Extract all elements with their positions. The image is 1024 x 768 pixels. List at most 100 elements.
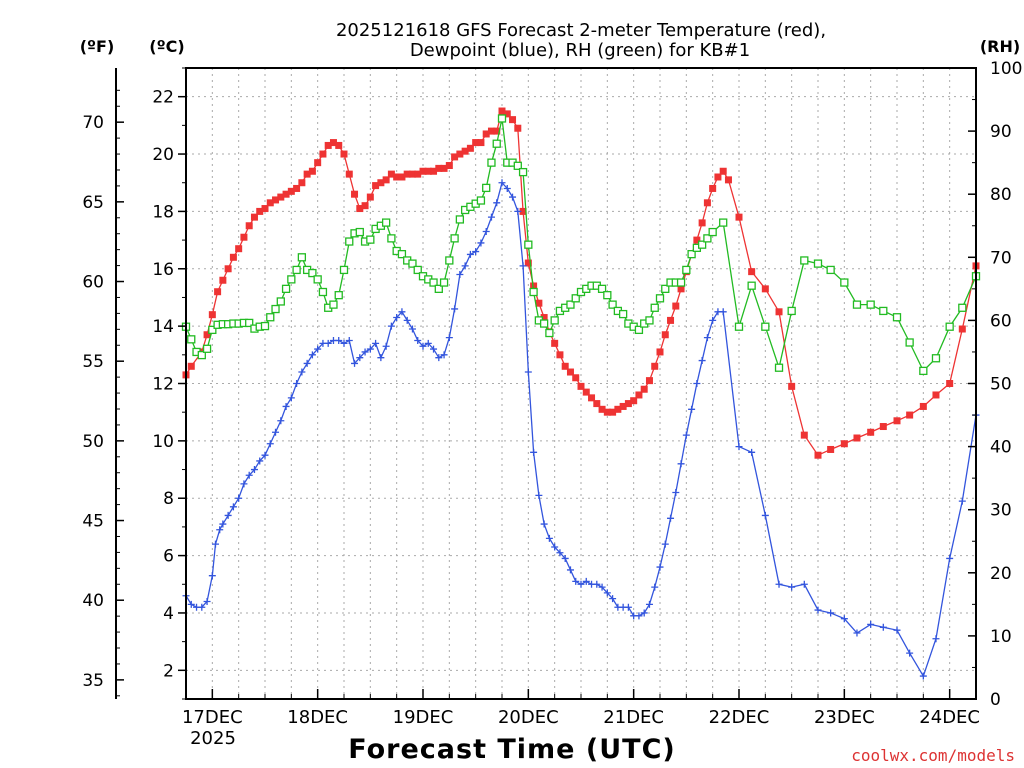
point-dewpoint [277,417,285,425]
point-dewpoint [645,600,653,608]
point-temperature [572,374,580,382]
point-dewpoint [298,368,306,376]
point-temperature [229,253,237,261]
point-dewpoint [827,609,835,617]
point-temperature [640,385,648,393]
point-temperature [703,199,711,207]
fahrenheit-tick-label: 55 [82,352,104,372]
axis-unit-fahrenheit: (ºF) [80,37,115,56]
point-temperature [372,182,380,190]
point-temperature [614,405,622,413]
point-dewpoint [651,583,659,591]
point-dewpoint [216,526,224,534]
point-temperature [440,164,448,172]
celsius-tick-label: 2 [163,661,174,681]
point-rh [266,313,275,322]
point-rh [297,253,307,262]
point-temperature [693,236,701,244]
point-temperature [240,233,248,241]
point-dewpoint [324,339,332,347]
point-rh [334,291,343,300]
point-dewpoint [261,451,269,459]
celsius-tick-label: 10 [152,432,174,452]
point-dewpoint [540,520,548,528]
point-rh [840,278,849,287]
x-tick-label: 18DEC [287,707,348,728]
x-tick-label: 20DEC [498,707,559,728]
point-rh [260,321,270,331]
point-dewpoint [603,589,611,597]
point-dewpoint [229,503,237,511]
fahrenheit-tick-label: 45 [82,512,104,532]
x-tick-label: 23DEC [814,707,875,728]
point-temperature [535,299,543,307]
point-dewpoint [293,380,301,387]
point-temperature [788,382,796,390]
point-rh [787,306,796,316]
point-dewpoint [893,626,901,634]
point-rh [655,294,665,303]
rh-tick-label: 0 [990,690,1001,710]
point-temperature [919,402,927,410]
point-temperature [387,170,395,178]
point-dewpoint [361,348,369,356]
rh-tick-label: 100 [990,59,1022,79]
point-dewpoint [688,405,696,413]
point-dewpoint [498,179,506,187]
point-dewpoint [366,345,374,353]
point-dewpoint [551,543,559,551]
point-rh [492,139,501,148]
point-dewpoint [519,262,527,270]
point-dewpoint [219,520,227,528]
point-dewpoint [477,239,485,247]
point-dewpoint [556,549,564,557]
point-temperature [735,213,743,221]
point-temperature [645,377,653,385]
point-temperature [577,382,585,390]
point-temperature [551,339,559,347]
point-dewpoint [356,354,364,362]
point-dewpoint [250,466,258,474]
point-temperature [282,190,290,198]
rh-tick-label: 60 [990,311,1012,331]
point-temperature [709,184,717,192]
point-temperature [219,276,227,284]
point-temperature [566,368,574,376]
point-rh [245,318,254,328]
point-temperature [298,179,306,187]
point-rh [434,284,443,294]
point-dewpoint [456,271,464,279]
point-temperature [356,205,364,213]
point-temperature [250,213,258,221]
point-dewpoint [203,597,211,605]
point-dewpoint [840,615,848,623]
point-rh [329,300,338,309]
point-temperature [630,397,638,405]
point-rh [618,309,628,319]
point-temperature [619,402,627,410]
point-rh [550,316,559,325]
axis-unit-rh: (RH) [980,37,1020,56]
point-temperature [303,170,311,178]
point-dewpoint [335,336,343,344]
point-rh [381,218,391,227]
point-temperature [493,127,501,135]
point-dewpoint [466,250,474,258]
point-temperature [593,400,601,408]
point-rh [734,322,744,331]
point-temperature [345,170,353,178]
point-rh [852,300,862,309]
point-temperature [393,173,401,181]
celsius-tick-label: 14 [152,317,174,337]
point-temperature [853,434,861,442]
point-dewpoint [566,566,574,574]
point-dewpoint [530,448,538,456]
point-dewpoint [345,336,353,344]
point-rh [597,284,607,294]
x-tick-label: 24DEC [919,707,980,728]
point-temperature [748,268,756,276]
rh-tick-label: 20 [990,564,1012,584]
point-temperature [503,110,511,118]
point-temperature [906,411,914,419]
point-rh [919,366,928,376]
